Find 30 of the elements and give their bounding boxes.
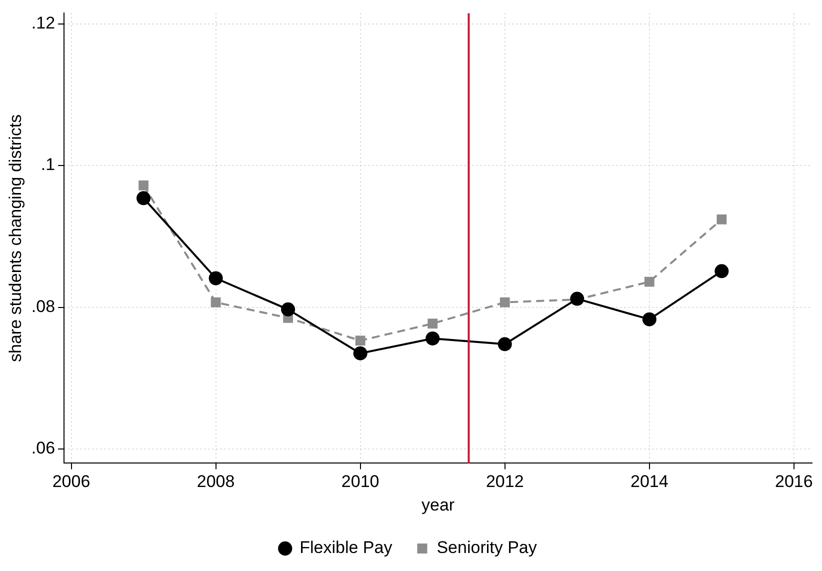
x-tick-label: 2008 bbox=[196, 472, 235, 492]
legend-label: Seniority Pay bbox=[436, 538, 538, 558]
point bbox=[138, 180, 148, 190]
point bbox=[210, 297, 221, 308]
point bbox=[136, 191, 151, 206]
point bbox=[498, 337, 512, 352]
x-tick-label: 2012 bbox=[486, 472, 524, 492]
point bbox=[428, 318, 438, 329]
point bbox=[500, 297, 510, 308]
legend-label: Flexible Pay bbox=[300, 538, 393, 558]
x-tick-label: 2016 bbox=[775, 472, 813, 492]
x-tick-label: 2006 bbox=[52, 472, 90, 492]
point bbox=[208, 271, 223, 286]
y-tick-label: .1 bbox=[40, 155, 56, 174]
point bbox=[716, 214, 727, 224]
y-tick-label: .06 bbox=[31, 438, 56, 458]
x-axis-title: year bbox=[421, 495, 455, 514]
point bbox=[644, 276, 654, 287]
x-tick-label: 2010 bbox=[341, 472, 380, 492]
y-tick-label: .08 bbox=[31, 296, 56, 316]
point bbox=[353, 346, 368, 360]
point bbox=[570, 292, 584, 306]
point bbox=[714, 264, 729, 278]
point bbox=[281, 302, 296, 316]
x-tick-label: 2014 bbox=[630, 472, 668, 492]
y-axis-title: share students changing districts bbox=[6, 114, 25, 362]
y-tick-label: .12 bbox=[31, 14, 56, 33]
point bbox=[355, 336, 366, 346]
point bbox=[642, 312, 656, 326]
point bbox=[426, 331, 440, 346]
